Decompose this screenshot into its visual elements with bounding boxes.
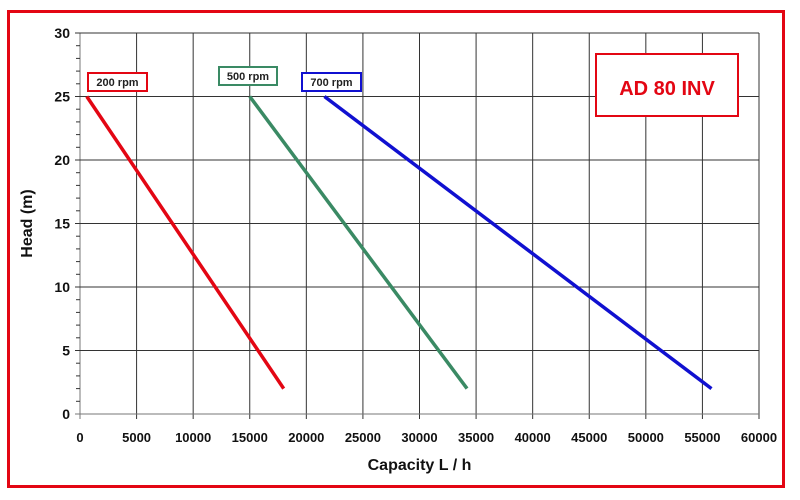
chart-title: AD 80 INV bbox=[619, 78, 715, 100]
series-label: 500 rpm bbox=[227, 71, 269, 83]
y-tick-label: 25 bbox=[54, 89, 70, 105]
y-tick-label: 0 bbox=[62, 406, 70, 422]
x-tick-label: 40000 bbox=[515, 430, 551, 445]
y-axis-label: Head (m) bbox=[19, 189, 36, 257]
y-tick-label: 10 bbox=[54, 279, 70, 295]
series-line-200-rpm bbox=[85, 95, 286, 390]
x-tick-label: 45000 bbox=[571, 430, 607, 445]
x-tick-label: 25000 bbox=[345, 430, 381, 445]
series-label: 700 rpm bbox=[310, 77, 352, 89]
series-label-box bbox=[301, 72, 362, 92]
y-tick-label: 15 bbox=[54, 216, 70, 232]
x-tick-label: 30000 bbox=[401, 430, 437, 445]
x-tick-label: 55000 bbox=[684, 430, 720, 445]
x-tick-label: 50000 bbox=[628, 430, 664, 445]
series-label-box bbox=[218, 66, 278, 86]
y-tick-label: 5 bbox=[62, 343, 70, 359]
series-label-box bbox=[87, 72, 148, 92]
series-label: 200 rpm bbox=[96, 77, 138, 89]
x-tick-label: 10000 bbox=[175, 430, 211, 445]
x-tick-label: 0 bbox=[76, 430, 83, 445]
x-tick-label: 15000 bbox=[232, 430, 268, 445]
x-tick-label: 35000 bbox=[458, 430, 494, 445]
series-line-700-rpm bbox=[323, 95, 713, 390]
series-line-500-rpm bbox=[248, 95, 469, 390]
x-tick-label: 60000 bbox=[741, 430, 777, 445]
x-tick-label: 20000 bbox=[288, 430, 324, 445]
x-axis-label: Capacity L / h bbox=[368, 457, 472, 474]
y-tick-label: 30 bbox=[54, 25, 70, 41]
title-box bbox=[595, 53, 739, 117]
chart-frame bbox=[7, 10, 785, 488]
x-tick-label: 5000 bbox=[122, 430, 151, 445]
y-tick-label: 20 bbox=[54, 152, 70, 168]
